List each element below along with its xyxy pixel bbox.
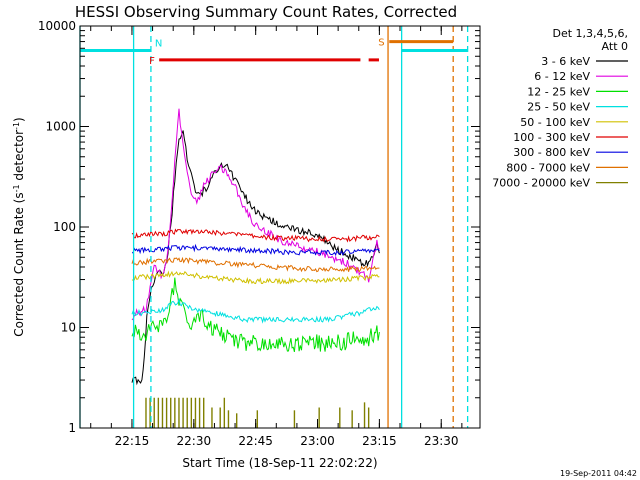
- series-line: [131, 270, 380, 285]
- y-tick-label: 10: [61, 321, 76, 335]
- legend-entry-label: 7000 - 20000 keV: [492, 177, 590, 190]
- y-tick-label: 100: [53, 220, 76, 234]
- x-tick-label: 23:30: [424, 434, 459, 448]
- series-line: [132, 243, 380, 257]
- series-line: [131, 108, 380, 321]
- legend-entry-label: 12 - 25 keV: [527, 85, 590, 98]
- x-axis-label: Start Time (18-Sep-11 22:02:22): [182, 456, 377, 470]
- y-axis-label-main: Corrected Count Rate (s: [12, 192, 26, 336]
- flag-label: F: [149, 56, 155, 67]
- legend-entry-label: 100 - 300 keV: [513, 131, 590, 144]
- legend-entry-label: 300 - 800 keV: [513, 146, 590, 159]
- legend-entry-label: 6 - 12 keV: [534, 70, 590, 83]
- flag-label: N: [155, 39, 162, 50]
- legend-title-line-1: Det 1,3,4,5,6,: [552, 27, 628, 40]
- series-line: [131, 277, 380, 353]
- series-layer: [131, 108, 380, 428]
- x-tick-label: 23:15: [362, 434, 397, 448]
- axis-layer: 1 10 100 1000 10000 22:15 22:30 22:45 23:00 23:15…: [38, 19, 480, 448]
- series-line: [131, 130, 380, 386]
- legend-entry-label: 50 - 100 keV: [520, 116, 590, 129]
- overlay-layer: NF S: [79, 26, 469, 428]
- y-axis-label-end: ): [12, 117, 26, 122]
- plot-frame: [79, 25, 481, 429]
- series-line: [131, 228, 380, 243]
- y-tick-label: 10000: [38, 19, 76, 33]
- legend-entry-label: 3 - 6 keV: [541, 55, 590, 68]
- y-axis-label-sup1: -1: [12, 184, 21, 192]
- x-tick-label: 22:30: [177, 434, 212, 448]
- footer-date: 19-Sep-2011 04:42: [560, 469, 637, 478]
- y-tick-label: 1000: [45, 120, 76, 134]
- chart-title: HESSI Observing Summary Count Rates, Cor…: [75, 3, 457, 21]
- x-tick-label: 23:00: [300, 434, 335, 448]
- x-tick-label: 22:45: [238, 434, 273, 448]
- y-tick-label: 1: [68, 421, 76, 435]
- flag-label: S: [378, 38, 384, 49]
- legend-entry-label: 25 - 50 keV: [527, 101, 590, 114]
- legend-entry-label: 800 - 7000 keV: [506, 161, 590, 174]
- legend-title-line-2: Att 0: [602, 40, 628, 53]
- x-tick-label: 22:15: [115, 434, 150, 448]
- y-axis-label-sup2: -1: [12, 122, 21, 130]
- y-axis-label-mid: detector: [12, 130, 26, 185]
- y-axis-label: Corrected Count Rate (s-1 detector-1): [12, 117, 26, 336]
- series-line: [131, 256, 380, 273]
- series-line: [131, 297, 380, 324]
- legend: 3 - 6 keV 6 - 12 keV 12 - 25 keV 25 - 50 ke…: [492, 55, 628, 190]
